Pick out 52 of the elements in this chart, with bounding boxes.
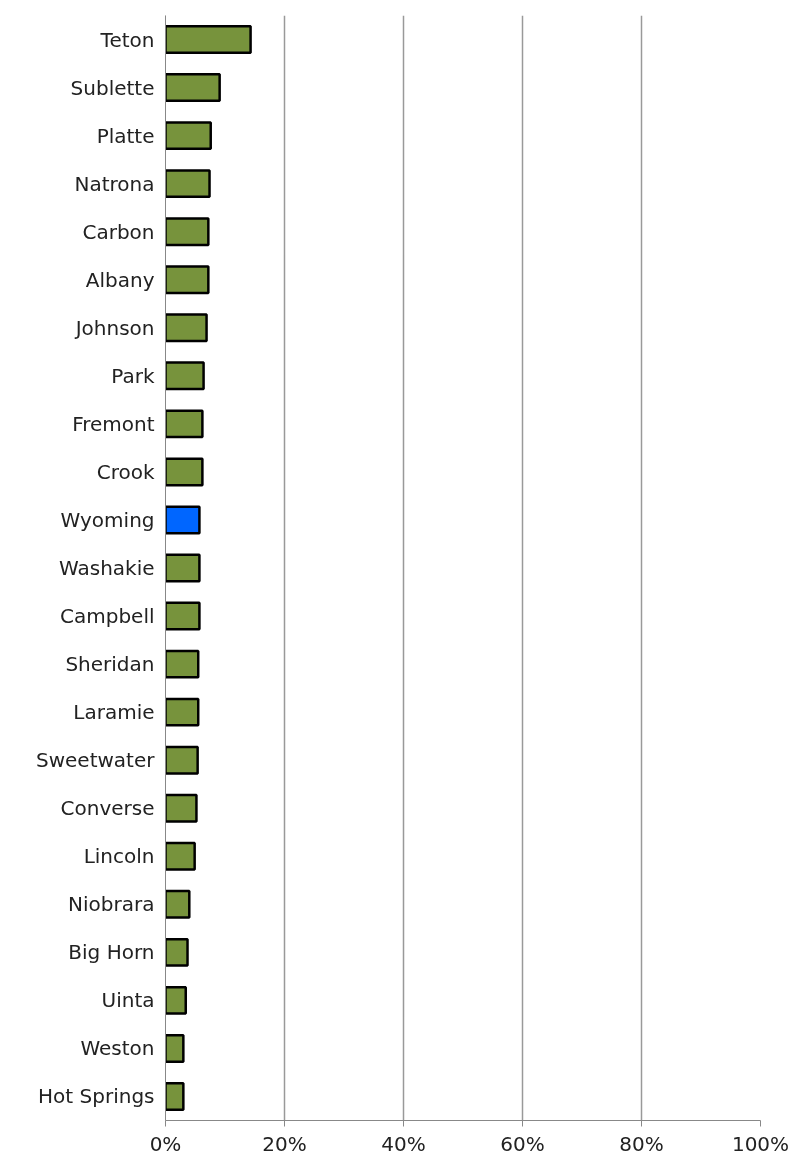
bar [165,793,198,823]
y-tick-label: Converse [60,796,155,821]
bar [165,217,210,247]
y-tick-label: Washakie [58,556,155,580]
y-tick-label: Laramie [73,700,155,725]
bar [165,985,187,1015]
bar [165,73,221,103]
x-tick-label: 100% [731,1131,790,1156]
bar [165,697,200,727]
y-tick-label: Sweetwater [36,748,156,773]
y-tick-label: Platte [96,123,155,148]
bar [165,841,196,871]
bar [165,937,189,967]
y-tick-label: Carbon [82,219,155,244]
y-tick-label: Sublette [70,75,155,100]
y-tick-label: Park [111,363,155,388]
bar [165,313,208,343]
bar [165,25,252,54]
bar [165,1082,185,1111]
bar [165,889,191,919]
y-tick-label: Crook [96,459,155,484]
bar [165,409,204,439]
bar [165,361,205,391]
y-tick-label: Teton [99,27,155,52]
y-tick-label: Fremont [72,411,155,436]
y-tick-label: Johnson [73,315,155,340]
bar [165,1033,185,1063]
bar [165,121,212,151]
bar [165,265,210,295]
y-tick-label: Sheridan [65,652,155,677]
y-tick-label: Niobrara [68,892,155,917]
y-tick-label: Wyoming [60,507,155,532]
y-tick-label: Hot Springs [38,1084,155,1109]
bar [165,649,200,679]
x-tick-label: 80% [619,1131,664,1156]
bar [165,505,201,535]
x-tick-label: 40% [381,1131,426,1156]
y-tick-label: Albany [85,267,155,292]
y-tick-label: Weston [80,1036,155,1061]
bar [165,169,211,199]
x-tick-label: 0% [149,1131,182,1156]
x-tick-label: 60% [500,1131,545,1156]
y-tick-label: Big Horn [68,940,155,965]
bar [165,745,199,775]
y-tick-label: Uinta [101,988,155,1013]
bar [165,457,204,487]
bar [165,553,201,583]
x-tick-label: 20% [262,1131,307,1156]
y-tick-label: Campbell [59,604,155,629]
bar [165,601,201,631]
y-tick-label: Lincoln [83,844,155,869]
y-tick-label: Natrona [74,171,155,196]
